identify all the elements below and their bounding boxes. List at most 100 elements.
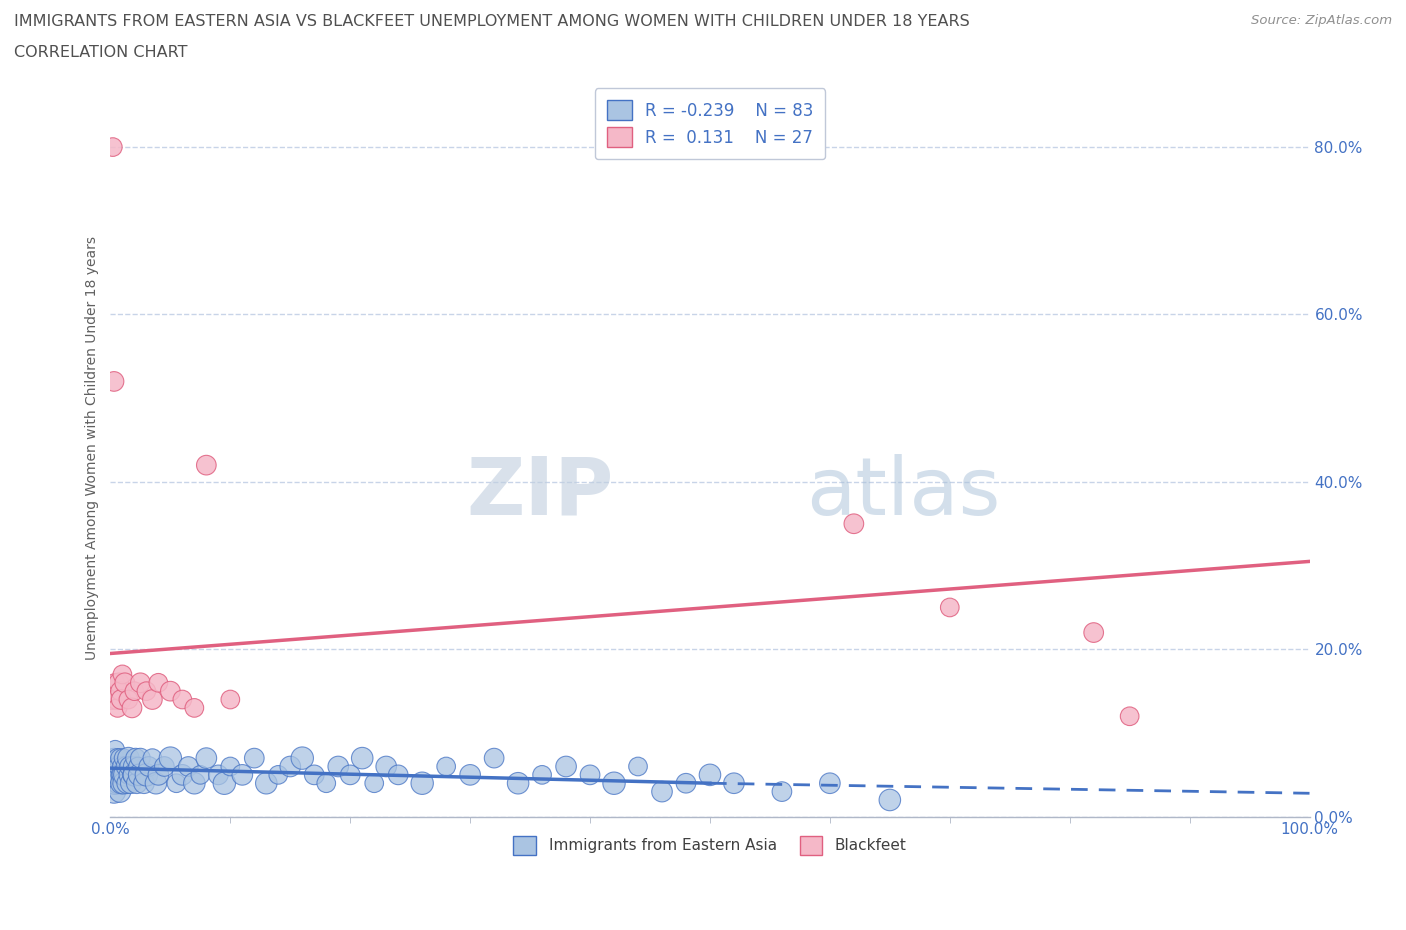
Point: [125, 776, 148, 790]
Point: [207, 767, 229, 782]
Point: [195, 751, 218, 765]
Point: [387, 767, 409, 782]
Point: [145, 776, 167, 790]
Point: [506, 776, 529, 790]
Point: [104, 742, 127, 757]
Point: [148, 675, 170, 690]
Point: [188, 767, 211, 782]
Point: [254, 776, 277, 790]
Point: [138, 759, 160, 774]
Point: [117, 767, 139, 782]
Point: [112, 751, 135, 765]
Point: [110, 767, 132, 782]
Point: [118, 759, 141, 774]
Point: [153, 759, 176, 774]
Text: IMMIGRANTS FROM EASTERN ASIA VS BLACKFEET UNEMPLOYMENT AMONG WOMEN WITH CHILDREN: IMMIGRANTS FROM EASTERN ASIA VS BLACKFEE…: [14, 14, 970, 29]
Point: [107, 700, 129, 715]
Text: atlas: atlas: [806, 454, 1000, 532]
Point: [117, 692, 139, 707]
Point: [555, 759, 578, 774]
Point: [603, 776, 626, 790]
Point: [879, 792, 901, 807]
Point: [105, 759, 128, 774]
Point: [108, 684, 131, 698]
Point: [122, 759, 145, 774]
Point: [108, 751, 131, 765]
Point: [304, 767, 326, 782]
Point: [121, 767, 143, 782]
Point: [770, 784, 793, 799]
Point: [482, 751, 505, 765]
Point: [111, 767, 134, 782]
Point: [110, 776, 132, 790]
Point: [107, 759, 129, 774]
Point: [339, 767, 361, 782]
Point: [352, 751, 374, 765]
Point: [159, 751, 181, 765]
Point: [107, 751, 129, 765]
Point: [121, 700, 143, 715]
Point: [104, 776, 127, 790]
Point: [105, 767, 128, 782]
Point: [231, 767, 253, 782]
Point: [107, 675, 129, 690]
Point: [115, 759, 138, 774]
Point: [278, 759, 301, 774]
Point: [135, 767, 157, 782]
Point: [101, 759, 124, 774]
Point: [723, 776, 745, 790]
Point: [103, 374, 125, 389]
Point: [434, 759, 457, 774]
Point: [219, 692, 242, 707]
Point: [243, 751, 266, 765]
Point: [104, 675, 127, 690]
Point: [117, 751, 139, 765]
Point: [141, 692, 163, 707]
Point: [675, 776, 697, 790]
Point: [651, 784, 673, 799]
Point: [579, 767, 602, 782]
Text: Source: ZipAtlas.com: Source: ZipAtlas.com: [1251, 14, 1392, 27]
Point: [108, 784, 131, 799]
Point: [219, 759, 242, 774]
Point: [128, 767, 150, 782]
Point: [363, 776, 385, 790]
Point: [129, 751, 152, 765]
Point: [939, 600, 962, 615]
Point: [114, 767, 136, 782]
Point: [411, 776, 433, 790]
Point: [111, 759, 134, 774]
Point: [127, 759, 149, 774]
Point: [195, 458, 218, 472]
Point: [110, 692, 132, 707]
Point: [375, 759, 398, 774]
Point: [148, 767, 170, 782]
Text: ZIP: ZIP: [467, 454, 614, 532]
Point: [101, 140, 124, 154]
Point: [112, 776, 135, 790]
Point: [135, 684, 157, 698]
Point: [124, 751, 146, 765]
Point: [842, 516, 865, 531]
Text: CORRELATION CHART: CORRELATION CHART: [14, 45, 187, 60]
Point: [107, 776, 129, 790]
Point: [291, 751, 314, 765]
Point: [129, 675, 152, 690]
Point: [141, 751, 163, 765]
Point: [172, 692, 194, 707]
Point: [458, 767, 481, 782]
Point: [315, 776, 337, 790]
Legend: Immigrants from Eastern Asia, Blackfeet: Immigrants from Eastern Asia, Blackfeet: [508, 830, 912, 860]
Point: [172, 767, 194, 782]
Point: [531, 767, 554, 782]
Point: [818, 776, 841, 790]
Point: [183, 700, 205, 715]
Point: [100, 767, 122, 782]
Point: [100, 692, 122, 707]
Point: [1118, 709, 1140, 724]
Point: [177, 759, 200, 774]
Point: [328, 759, 350, 774]
Y-axis label: Unemployment Among Women with Children Under 18 years: Unemployment Among Women with Children U…: [86, 236, 100, 660]
Point: [114, 675, 136, 690]
Point: [103, 751, 125, 765]
